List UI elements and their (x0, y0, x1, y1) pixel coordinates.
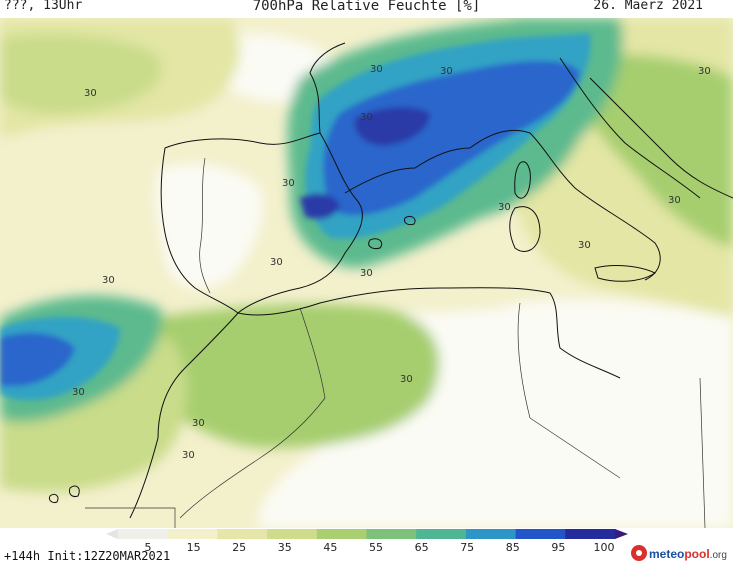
contour-label: 30 (698, 66, 711, 77)
coast-sicily (594, 265, 657, 282)
colorbar: 5 15 25 35 45 55 65 75 85 95 100 (106, 529, 628, 554)
green-morocco (150, 303, 440, 448)
map-title: 700hPa Relative Feuchte [%] (252, 0, 481, 14)
contour-label: 30 (102, 275, 115, 286)
contour-label: 30 (498, 202, 511, 213)
colorbar-swatch (316, 529, 367, 539)
contour-label: 30 (72, 387, 85, 398)
colorbar-swatch (565, 529, 616, 539)
border-algeria-libya (529, 417, 621, 479)
colorbar-labels: 5 15 25 35 45 55 65 75 85 95 100 (145, 541, 615, 554)
meteopool-logo[interactable]: meteopool.org (631, 545, 731, 565)
contour-label: 30 (360, 268, 373, 279)
blue-core-atlantic (0, 332, 75, 386)
coast-balearics (368, 215, 416, 249)
green-north-atlantic (0, 34, 162, 115)
forecast-time-label: ???, 13Uhr (4, 0, 83, 13)
contour-label: 30 (370, 64, 383, 75)
pale-zone-iberia (155, 164, 263, 289)
colorbar-swatch (217, 529, 268, 539)
dark-blue-core (354, 106, 430, 146)
coast-italy (469, 129, 661, 281)
colorbar-tick-label: 25 (232, 541, 246, 554)
coast-italy-east (559, 57, 701, 199)
colorbar-tick-label: 100 (594, 541, 615, 554)
borders (85, 157, 706, 528)
pale-zone-north-africa (258, 299, 733, 528)
forecast-date: 26. Maerz 2021 (593, 0, 703, 13)
coast-iberia (160, 132, 363, 314)
colorbar-swatch (118, 529, 169, 539)
colorbar-tick-label: 75 (460, 541, 474, 554)
coastlines (49, 42, 733, 519)
contour-label: 30 (668, 195, 681, 206)
colorbar-swatches (106, 529, 628, 539)
init-time-label: +144h Init:12Z20MAR2021 (4, 549, 171, 563)
colorbar-tick-label: 45 (323, 541, 337, 554)
logo-main: meteo (649, 547, 685, 561)
border-spain-portugal (199, 157, 211, 294)
contour-label: 30 (400, 374, 413, 385)
humidity-core (0, 33, 591, 401)
contour-label: 30 (440, 66, 453, 77)
colorbar-low-arrow (106, 529, 118, 539)
contour-label: 30 (182, 450, 195, 461)
logo-accent: pool (684, 547, 710, 561)
colorbar-tick-label: 85 (506, 541, 520, 554)
contour-label: 30 (360, 112, 373, 123)
colorbar-swatch (267, 529, 318, 539)
contour-labels: 30 30 30 30 30 30 30 30 30 30 30 30 30 3… (72, 64, 711, 461)
logo-text: meteopool.org (649, 547, 727, 561)
colorbar-high-arrow (615, 529, 628, 539)
contour-label: 30 (84, 88, 97, 99)
coast-corsica (514, 161, 531, 199)
colorbar-tick-label: 55 (369, 541, 383, 554)
contour-label: 30 (270, 257, 283, 268)
coast-france (309, 42, 471, 194)
map-header: ???, 13Uhr 700hPa Relative Feuchte [%] 2… (0, 0, 733, 18)
coast-morocco-atlantic (129, 312, 239, 519)
logo-suffix: .org (709, 550, 727, 561)
contour-label: 30 (282, 178, 295, 189)
colorbar-tick-label: 15 (187, 541, 201, 554)
colorbar-tick-label: 35 (278, 541, 292, 554)
contour-label: 30 (578, 240, 591, 251)
border-algeria-tunisia (517, 302, 531, 419)
humidity-map: 30 30 30 30 30 30 30 30 30 30 30 30 30 3… (0, 18, 733, 528)
border-morocco-algeria (179, 307, 326, 519)
contour-label: 30 (192, 418, 205, 429)
border-libya-egypt (699, 377, 706, 528)
colorbar-swatch (465, 529, 517, 539)
logo-globe-icon (631, 545, 647, 561)
colorbar-swatch (515, 529, 566, 539)
colorbar-tick-label: 5 (145, 541, 152, 554)
colorbar-swatch (167, 529, 218, 539)
coast-balkans (589, 77, 733, 199)
colorbar-swatch (416, 529, 467, 539)
coast-canaries (49, 485, 80, 503)
colorbar-tick-label: 65 (415, 541, 429, 554)
blue-core-mediterranean (323, 61, 580, 216)
coast-north-africa (237, 287, 621, 379)
coast-sardinia (509, 206, 541, 252)
colorbar-swatch (366, 529, 417, 539)
border-mauritania (85, 507, 176, 528)
dark-blue-core-2 (300, 193, 340, 220)
colorbar-tick-label: 95 (551, 541, 565, 554)
